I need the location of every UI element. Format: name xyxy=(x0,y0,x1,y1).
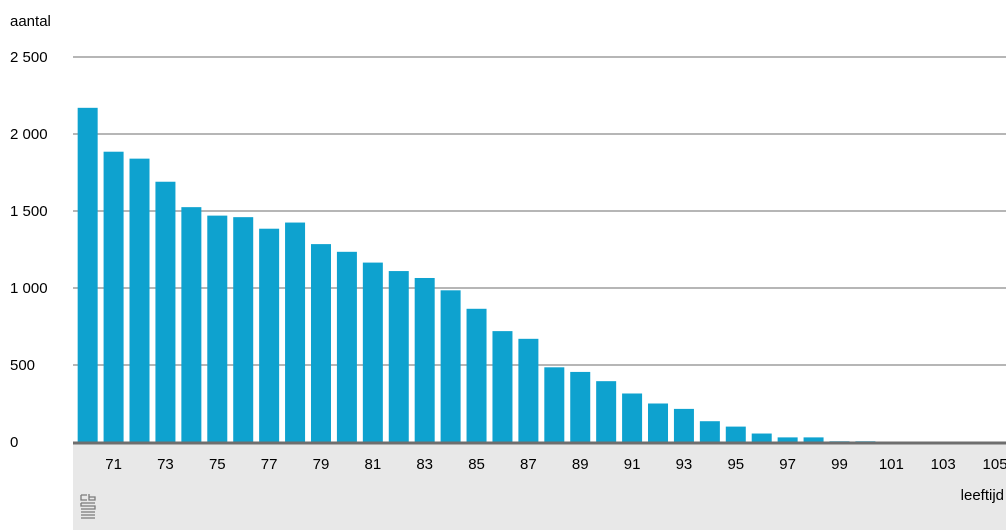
bar xyxy=(699,421,720,442)
bar xyxy=(233,217,254,442)
x-tick-label: 77 xyxy=(261,456,278,473)
bar xyxy=(544,367,565,442)
x-tick-label: 93 xyxy=(676,456,693,473)
y-tick-label: 2 000 xyxy=(10,126,48,143)
y-tick-label: 1 500 xyxy=(10,203,48,220)
bar xyxy=(777,437,798,442)
y-tick-label: 500 xyxy=(10,357,35,374)
x-tick-label: 95 xyxy=(727,456,744,473)
y-tick-label: 2 500 xyxy=(10,49,48,66)
x-tick-label: 99 xyxy=(831,456,848,473)
gridlines xyxy=(73,56,1006,366)
bar xyxy=(596,381,617,442)
x-tick-labels: 71 73 75 77 79 81 83 85 87 89 91 93 95 97 99 101 103 105 xyxy=(105,456,1006,473)
x-tick-label: 91 xyxy=(624,456,641,473)
bar xyxy=(570,371,591,442)
bar xyxy=(259,228,280,442)
x-tick-label: 103 xyxy=(931,456,956,473)
bar xyxy=(440,290,461,442)
bar xyxy=(751,433,772,442)
bar xyxy=(285,222,306,442)
x-tick-label: 79 xyxy=(313,456,330,473)
bar xyxy=(414,277,435,442)
bar xyxy=(518,338,539,442)
bar xyxy=(129,158,150,442)
bars xyxy=(77,107,1006,443)
x-tick-label: 105 xyxy=(983,456,1006,473)
bar xyxy=(336,251,357,442)
bar xyxy=(181,207,202,442)
bar xyxy=(362,262,383,442)
y-axis-title: aantal xyxy=(10,13,51,30)
x-tick-label: 71 xyxy=(105,456,122,473)
bar xyxy=(466,308,487,442)
bar xyxy=(725,426,746,442)
x-tick-label: 97 xyxy=(779,456,796,473)
x-tick-label: 75 xyxy=(209,456,226,473)
bar xyxy=(77,107,98,442)
x-tick-label: 83 xyxy=(416,456,433,473)
bar xyxy=(492,331,513,442)
x-tick-label: 85 xyxy=(468,456,485,473)
y-tick-label: 0 xyxy=(10,434,18,451)
x-axis-title: leeftijd xyxy=(961,487,1004,504)
bar xyxy=(103,151,124,442)
x-tick-label: 81 xyxy=(364,456,381,473)
y-tick-labels: 0 500 1 000 1 500 2 000 2 500 xyxy=(10,49,48,451)
bar xyxy=(155,181,176,443)
x-axis-band xyxy=(73,442,1006,530)
x-tick-label: 89 xyxy=(572,456,589,473)
x-tick-label: 87 xyxy=(520,456,537,473)
bar xyxy=(803,437,824,442)
x-tick-label: 73 xyxy=(157,456,174,473)
bar xyxy=(648,403,669,442)
bar xyxy=(388,271,409,442)
bar xyxy=(310,244,331,442)
bar xyxy=(673,408,694,442)
x-tick-label: 101 xyxy=(879,456,904,473)
bar xyxy=(622,393,643,442)
bar xyxy=(207,215,228,442)
y-tick-label: 1 000 xyxy=(10,280,48,297)
cbs-logo-icon xyxy=(80,494,96,519)
